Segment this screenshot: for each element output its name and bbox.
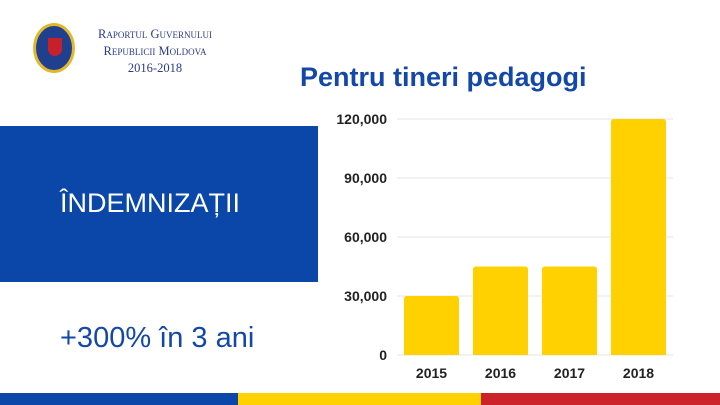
y-tick-label: 60,000 [344, 229, 387, 245]
flag-stripe-red [481, 393, 720, 405]
y-tick-label: 30,000 [344, 288, 387, 304]
header-line-3: 2016-2018 [127, 61, 183, 75]
flag-stripe-yellow [238, 393, 481, 405]
x-tick-label: 2016 [485, 365, 516, 381]
y-tick-label: 0 [379, 347, 387, 363]
bar-2016 [473, 266, 528, 355]
label-panel: ÎNDEMNIZAȚII [0, 126, 318, 282]
flag-stripe-blue [0, 393, 238, 405]
growth-text: +300% în 3 ani [60, 322, 255, 354]
moldova-coat-of-arms-logo [33, 23, 75, 73]
header-line-2: Republicii Moldova [103, 44, 207, 58]
y-tick-label: 120,000 [336, 111, 387, 127]
x-tick-label: 2015 [416, 365, 447, 381]
chart-title: Pentru tineri pedagogi [300, 62, 587, 92]
label-text: ÎNDEMNIZAȚII [60, 188, 240, 218]
bar-2018 [611, 119, 666, 355]
x-tick-label: 2017 [554, 365, 585, 381]
bar-2015 [404, 296, 459, 355]
report-header: Raportul Guvernului Republicii Moldova 2… [80, 26, 230, 77]
header-line-1: Raportul Guvernului [98, 27, 212, 41]
y-tick-label: 90,000 [344, 170, 387, 186]
x-tick-label: 2018 [623, 365, 654, 381]
bar-2017 [542, 266, 597, 355]
